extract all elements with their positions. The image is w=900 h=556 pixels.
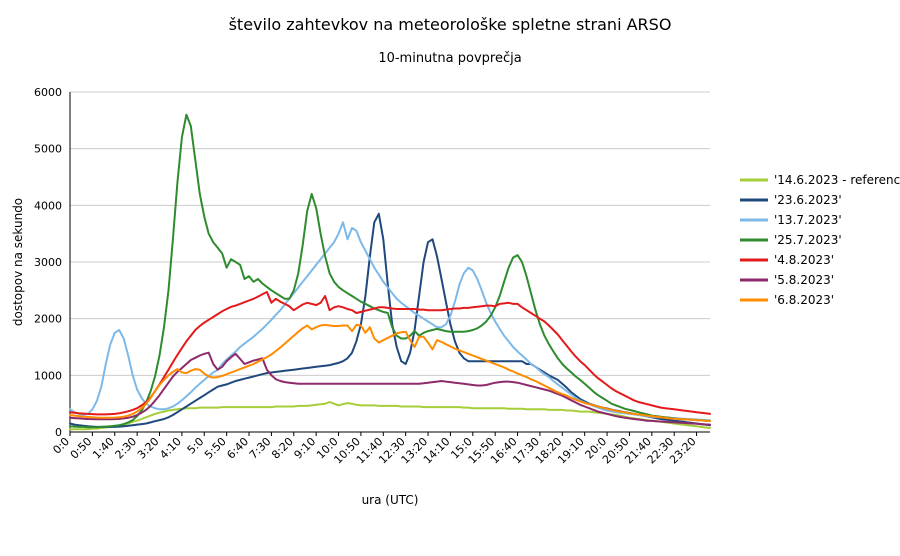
y-tick-label: 3000 [34, 256, 62, 269]
legend-label: '23.6.2023' [774, 193, 842, 207]
y-tick-label: 5000 [34, 143, 62, 156]
chart-title: število zahtevkov na meteorološke spletn… [229, 15, 672, 34]
x-axis-label: ura (UTC) [362, 493, 419, 507]
line-chart: število zahtevkov na meteorološke spletn… [0, 0, 900, 556]
legend-label: '4.8.2023' [774, 253, 834, 267]
y-tick-label: 6000 [34, 86, 62, 99]
chart-subtitle: 10-minutna povprečja [378, 51, 521, 66]
legend-label: '6.8.2023' [774, 293, 834, 307]
legend-label: '5.8.2023' [774, 273, 834, 287]
y-tick-label: 2000 [34, 313, 62, 326]
legend-label: '14.6.2023 - referenca' [774, 173, 900, 187]
legend-label: '25.7.2023' [774, 233, 842, 247]
y-tick-label: 1000 [34, 369, 62, 382]
legend-label: '13.7.2023' [774, 213, 842, 227]
y-axis-label: dostopov na sekundo [11, 198, 25, 326]
y-tick-label: 4000 [34, 199, 62, 212]
